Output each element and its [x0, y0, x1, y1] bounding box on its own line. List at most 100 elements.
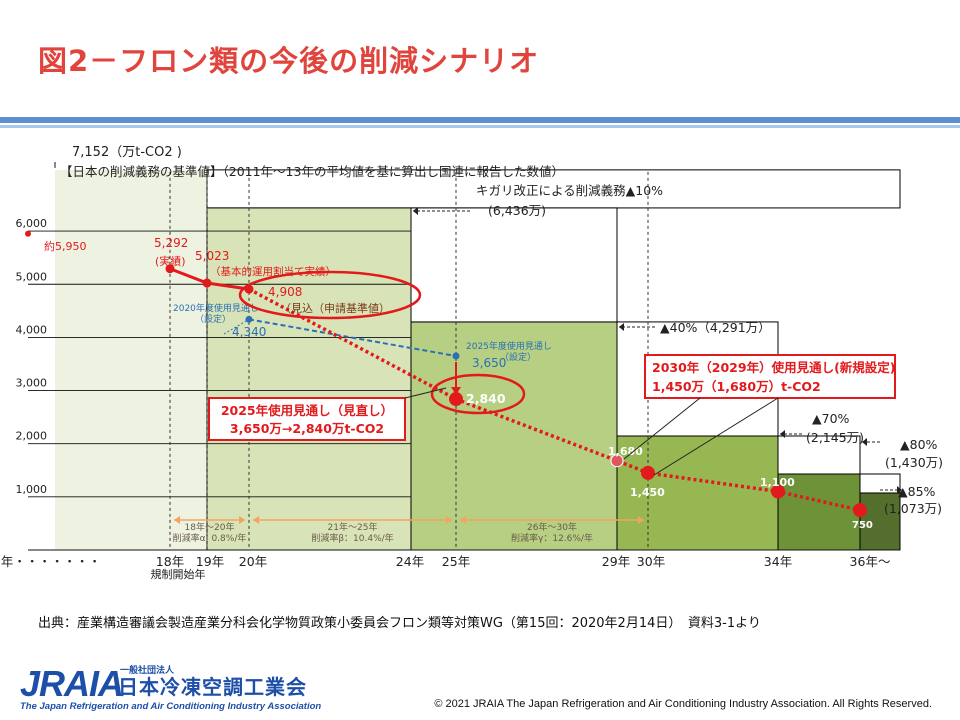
reduction-scenario-chart: 1,000 2,000 3,000 4,000 5,000 6,000 18年～20年削減率… [0, 145, 943, 581]
x-tick-label: 30年 [637, 554, 665, 569]
y-tick-label: 4,000 [16, 323, 48, 336]
callout-2025 [208, 397, 406, 441]
step-label: (1,430万) [885, 455, 943, 470]
reduction-step-3 [777, 473, 861, 551]
scenario-point [771, 484, 785, 499]
x-tick-label: 34年 [764, 554, 792, 569]
baseline-note: 【日本の削減義務の基準値】（2011年～13年の平均値を基に算出し国連に報告した… [60, 164, 564, 179]
step-pointer-head-2 [780, 430, 785, 438]
rate-label: 削減率α: 0.8%/年 [173, 532, 247, 544]
baseline-label: 7,152（万t-CO2 ) [72, 145, 182, 160]
logo-english-name: The Japan Refrigeration and Air Conditio… [20, 701, 322, 712]
step-cap-3 [777, 435, 861, 475]
step-cap-1 [410, 207, 618, 323]
step-pointer-head-0 [413, 207, 418, 215]
projection-point [452, 352, 460, 360]
scenario-point [449, 392, 463, 407]
y-tick-label: 5,000 [16, 270, 48, 283]
x-tick-label: 36年～ [850, 554, 891, 569]
scenario-label: 1,100 [760, 476, 795, 489]
step-pointer-head-3 [862, 438, 867, 446]
slide-title: 図2－フロン類の今後の削減シナリオ [38, 44, 540, 78]
scenario-annotation: （見込（申請基準値） [280, 301, 390, 315]
rate-label: 26年～30年 [527, 521, 577, 533]
title-rule-thin [0, 125, 960, 128]
projection-point [245, 315, 253, 323]
callout-2030-pointer-a [623, 397, 701, 460]
step-label: (1,073万) [884, 501, 942, 516]
x-tick-label: 24年 [396, 554, 424, 569]
rate-arrow-right-range2 [446, 516, 452, 524]
x-tick-label: 18年 [156, 554, 184, 569]
scenario-label: 約5,950 [44, 239, 87, 253]
callout-text: 1,450万（1,680万）t-CO2 [652, 379, 821, 394]
scenario-label: 5,292 [154, 236, 188, 250]
rate-arrow-left-range2 [253, 516, 259, 524]
step-label: ▲80% [900, 437, 938, 452]
projection-value: 4,340 [232, 325, 266, 339]
step-label: ▲70% [812, 411, 850, 426]
scenario-point [165, 264, 175, 274]
callout-2030 [644, 354, 896, 399]
logo-org-name: 日本冷凍空調工業会 [118, 675, 307, 699]
highlight-2025 [430, 373, 526, 415]
callout-text: 2030年（2029年）使用見通し(新規設定) [652, 360, 896, 375]
reduction-step-0 [206, 207, 412, 551]
callout-2025-pointer [404, 387, 447, 399]
reduction-step-2 [616, 435, 779, 551]
scenario-point [25, 230, 31, 237]
step-label: キガリ改正による削減義務▲10% [476, 183, 663, 198]
x-tick-label: 29年 [602, 554, 630, 569]
scenario-annotation: （基本的運用割当て実績） [210, 265, 336, 278]
step-cap-4 [859, 473, 901, 494]
x-tick-label: 25年 [442, 554, 470, 569]
title-rule [0, 117, 960, 123]
scenario-label: 1,680 [608, 445, 643, 458]
step-label: (2,145万) [806, 430, 864, 445]
y-tick-label: 3,000 [16, 377, 48, 390]
projection-line [248, 318, 457, 357]
scenario-point [202, 278, 212, 288]
scenario-label: 4,908 [268, 285, 302, 299]
projection-note: 2025年度使用見通し [466, 340, 552, 352]
scenario-point [853, 503, 867, 518]
step-label: ▲85% [898, 484, 936, 499]
scenario-label: 5,023 [195, 249, 229, 263]
step-pointer-head-1 [619, 323, 624, 331]
callout-text: 3,650万→2,840万t-CO2 [230, 421, 384, 436]
x-tick-label: 20年 [239, 554, 267, 569]
logo-org-type: 一般社団法人 [120, 666, 175, 676]
projection-note: 2020年度使用見通し [173, 302, 259, 314]
step-label: ▲40%（4,291万） [660, 320, 771, 335]
scenario-label: 1,450 [630, 486, 665, 499]
rate-label: 18年～20年 [185, 521, 235, 533]
step-label: (6,436万) [488, 203, 546, 218]
baseline-cap [206, 169, 901, 209]
rate-arrow-right-range1 [239, 516, 245, 524]
rate-arrow-right-range3 [638, 516, 644, 524]
scenario-label: 750 [852, 520, 873, 531]
step-pointer-head-4 [897, 486, 902, 494]
y-tick-label: 1,000 [16, 483, 48, 496]
jraia-logo: JRAIA 一般社団法人 日本冷凍空調工業会 The Japan Refrige… [20, 665, 330, 715]
rate-arrow-left-range1 [174, 516, 180, 524]
revision-arrow-head [451, 387, 461, 395]
x-tick-label: 19年 [196, 554, 224, 569]
callout-2030-pointer-b [653, 397, 779, 476]
x-sub-label: 規制開始年 [151, 567, 206, 581]
rate-label: 削減率β：10.4%/年 [311, 532, 393, 544]
scenario-point [610, 454, 624, 468]
projection-value: 3,650 [472, 356, 506, 370]
y-tick-label: 6,000 [16, 217, 48, 230]
projection-note: （設定） [500, 351, 536, 363]
scenario-label: (実績) [155, 254, 186, 268]
rate-label: 削減率γ：12.6%/年 [511, 532, 593, 544]
y-tick-label: 2,000 [16, 430, 48, 443]
projection-note: （設定） [195, 313, 231, 325]
highlight-2020 [238, 270, 422, 320]
baseline-block [55, 169, 207, 550]
source-citation: 出典：産業構造審議会製造産業分科会化学物質政策小委員会フロン類等対策WG（第15… [38, 616, 761, 631]
projection-leader [223, 318, 250, 335]
scenario-point [641, 465, 655, 480]
rate-label: 21年～25年 [328, 521, 378, 533]
